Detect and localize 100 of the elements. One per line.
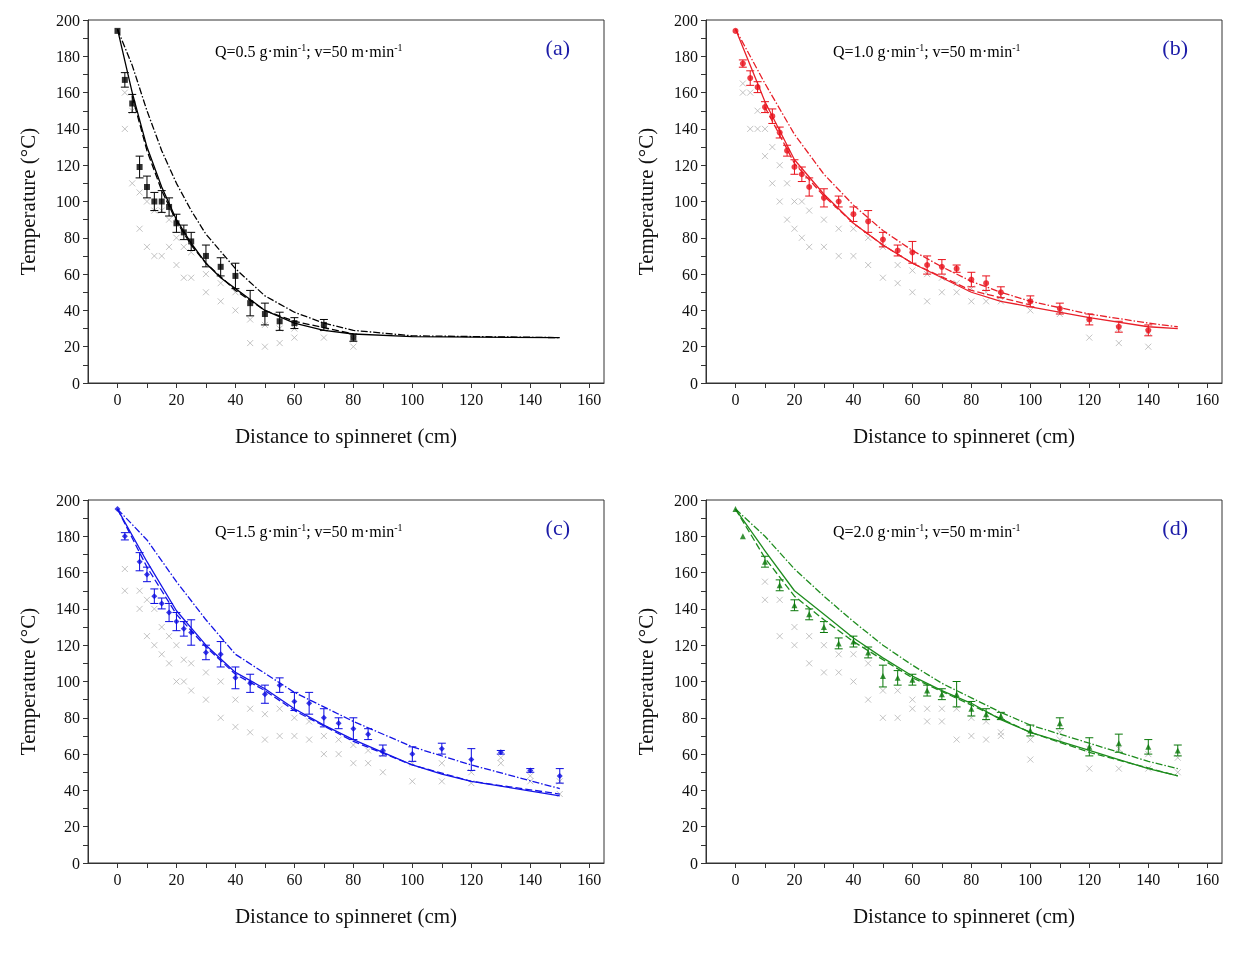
point — [835, 650, 843, 658]
point — [968, 705, 975, 712]
point — [953, 691, 960, 698]
x-tick-label: 140 — [518, 870, 543, 888]
point — [761, 578, 769, 586]
point — [761, 125, 769, 133]
point — [864, 261, 872, 269]
point — [143, 183, 150, 190]
point — [276, 339, 284, 347]
x-tick-label: 160 — [1195, 870, 1220, 888]
point — [1115, 339, 1123, 347]
point — [320, 750, 328, 758]
point — [202, 252, 209, 259]
x-tick-label: 60 — [904, 870, 921, 888]
point — [172, 641, 180, 649]
point — [165, 243, 173, 251]
point — [247, 300, 254, 307]
point — [291, 698, 298, 705]
x-tick-label: 20 — [786, 390, 803, 408]
y-tick-label: 140 — [56, 120, 80, 138]
point — [849, 252, 857, 260]
point — [121, 89, 129, 97]
point — [136, 587, 144, 595]
x-axis-title: Distance to spinneret (cm) — [852, 423, 1076, 448]
point — [739, 89, 747, 97]
point — [217, 279, 225, 287]
point — [335, 750, 343, 758]
point — [894, 674, 901, 681]
point — [150, 641, 158, 649]
point — [143, 632, 151, 640]
point — [202, 668, 210, 676]
point — [276, 705, 284, 713]
point — [754, 125, 762, 133]
point — [754, 107, 762, 115]
point — [180, 243, 188, 251]
annotation: (a) — [545, 34, 570, 60]
point — [261, 343, 269, 351]
point — [1145, 743, 1152, 750]
point — [151, 198, 158, 205]
point — [556, 772, 563, 779]
y-tick-label: 140 — [56, 600, 80, 618]
point — [776, 596, 784, 604]
x-tick-label: 120 — [459, 870, 484, 888]
x-tick-label: 100 — [1018, 390, 1043, 408]
point — [894, 714, 902, 722]
point — [143, 198, 151, 205]
point — [305, 736, 313, 744]
point — [864, 696, 872, 704]
x-tick-label: 80 — [963, 870, 980, 888]
y-tick-label: 20 — [64, 338, 80, 356]
point — [246, 315, 254, 323]
point — [231, 696, 239, 704]
point — [783, 216, 791, 224]
point — [202, 696, 210, 704]
y-tick-label: 120 — [674, 636, 698, 654]
point — [276, 318, 283, 325]
point — [791, 164, 798, 171]
point — [790, 225, 798, 233]
y-tick-label: 60 — [682, 265, 698, 283]
point — [798, 171, 805, 178]
point — [997, 728, 1005, 736]
point — [364, 746, 372, 754]
point — [924, 262, 931, 269]
point — [894, 687, 902, 695]
point — [923, 705, 931, 713]
point — [151, 593, 158, 600]
point — [202, 288, 210, 296]
point — [261, 710, 269, 718]
point — [938, 288, 946, 296]
point — [938, 705, 946, 713]
point — [180, 656, 188, 664]
point — [150, 252, 158, 260]
x-tick-label: 160 — [577, 870, 602, 888]
y-tick-label: 100 — [56, 673, 80, 690]
point — [1085, 334, 1093, 342]
point — [290, 714, 298, 722]
point — [1174, 768, 1182, 776]
point — [187, 659, 195, 667]
y-tick-label: 80 — [682, 229, 698, 247]
x-tick-label: 20 — [168, 390, 185, 408]
point — [776, 632, 784, 640]
annotation: (b) — [1162, 34, 1188, 60]
y-tick-label: 20 — [682, 818, 698, 836]
x-tick-label: 40 — [845, 390, 862, 408]
annotation: (c) — [545, 514, 570, 540]
point — [850, 211, 857, 218]
y-tick-label: 100 — [674, 673, 698, 690]
x-tick-label: 60 — [904, 390, 921, 408]
point — [121, 565, 129, 573]
point — [143, 596, 151, 604]
point — [761, 152, 769, 160]
point — [739, 80, 747, 88]
y-tick-label: 40 — [64, 781, 80, 799]
point — [849, 650, 857, 658]
point — [172, 261, 180, 269]
point — [798, 234, 806, 242]
point — [790, 641, 798, 649]
y-tick-label: 20 — [682, 338, 698, 356]
y-tick-label: 20 — [64, 818, 80, 836]
point — [408, 777, 416, 785]
